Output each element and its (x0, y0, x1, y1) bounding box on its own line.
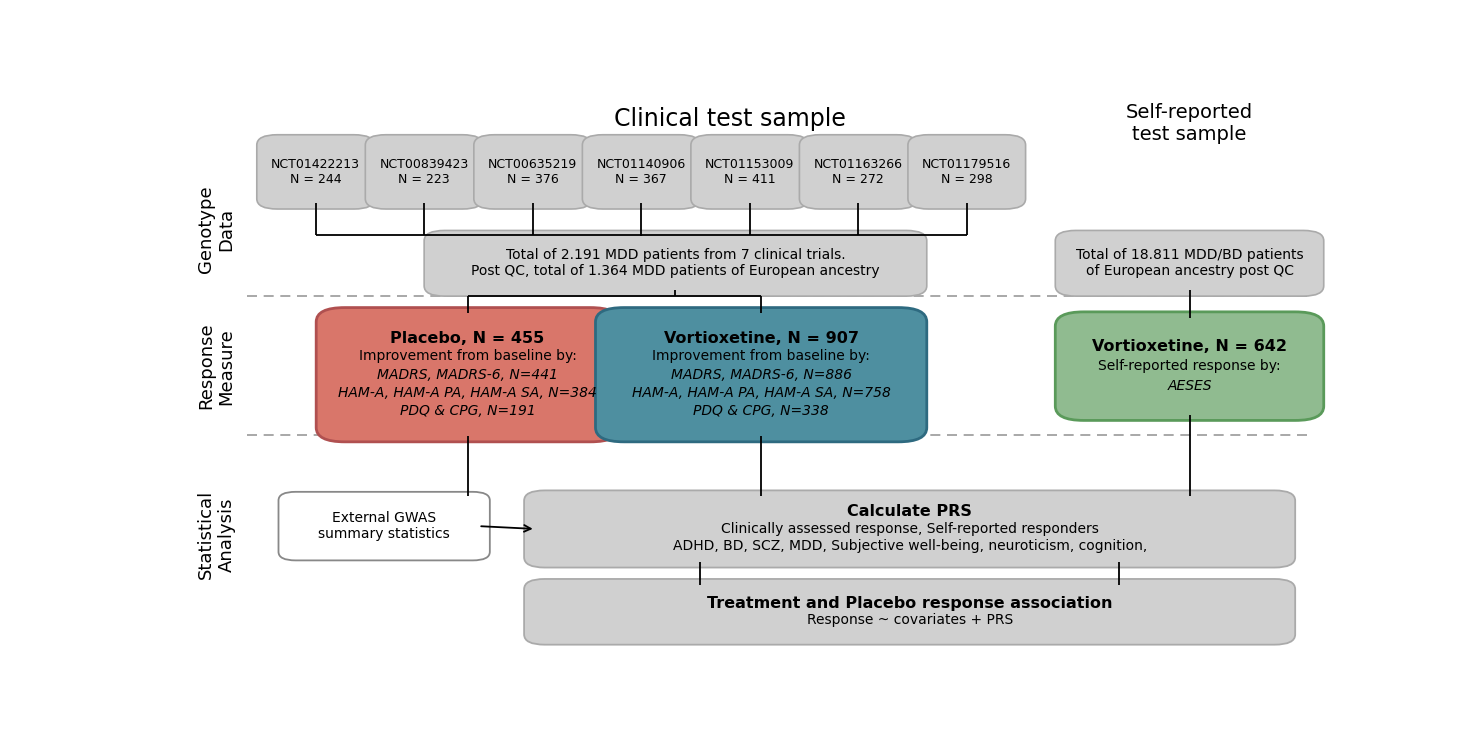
Text: PDQ & CPG, N=191: PDQ & CPG, N=191 (399, 404, 535, 418)
FancyBboxPatch shape (525, 579, 1296, 645)
Text: HAM-A, HAM-A PA, HAM-A SA, N=384: HAM-A, HAM-A PA, HAM-A SA, N=384 (338, 386, 597, 400)
Text: Placebo, N = 455: Placebo, N = 455 (391, 331, 545, 346)
Text: HAM-A, HAM-A PA, HAM-A SA, N=758: HAM-A, HAM-A PA, HAM-A SA, N=758 (632, 386, 890, 400)
FancyBboxPatch shape (1055, 231, 1324, 296)
Text: NCT01422213
N = 244: NCT01422213 N = 244 (271, 158, 360, 186)
Text: Improvement from baseline by:: Improvement from baseline by: (358, 349, 576, 364)
Text: NCT01163266
N = 272: NCT01163266 N = 272 (814, 158, 902, 186)
Text: Clinically assessed response, Self-reported responders: Clinically assessed response, Self-repor… (721, 522, 1098, 536)
Text: AESES: AESES (1167, 378, 1212, 393)
FancyBboxPatch shape (1055, 312, 1324, 421)
Text: Treatment and Placebo response association: Treatment and Placebo response associati… (708, 596, 1113, 611)
Text: Response ~ covariates + PRS: Response ~ covariates + PRS (806, 614, 1013, 628)
Text: Response
Measure: Response Measure (198, 323, 236, 410)
FancyBboxPatch shape (317, 308, 619, 441)
Text: NCT01153009
N = 411: NCT01153009 N = 411 (705, 158, 794, 186)
Text: Clinical test sample: Clinical test sample (615, 108, 846, 131)
Text: External GWAS
summary statistics: External GWAS summary statistics (318, 511, 450, 541)
FancyBboxPatch shape (473, 135, 591, 209)
Text: Self-reported
test sample: Self-reported test sample (1126, 103, 1253, 145)
Text: NCT01179516
N = 298: NCT01179516 N = 298 (923, 158, 1011, 186)
Text: Genotype
Data: Genotype Data (198, 186, 236, 273)
Text: PDQ & CPG, N=338: PDQ & CPG, N=338 (693, 404, 828, 418)
FancyBboxPatch shape (256, 135, 374, 209)
Text: MADRS, MADRS-6, N=441: MADRS, MADRS-6, N=441 (377, 368, 559, 381)
Text: Total of 18.811 MDD/BD patients
of European ancestry post QC: Total of 18.811 MDD/BD patients of Europ… (1076, 248, 1303, 278)
Text: Self-reported response by:: Self-reported response by: (1098, 359, 1281, 373)
Text: NCT00839423
N = 223: NCT00839423 N = 223 (379, 158, 469, 186)
Text: Total of 2.191 MDD patients from 7 clinical trials.
Post QC, total of 1.364 MDD : Total of 2.191 MDD patients from 7 clini… (472, 248, 880, 278)
FancyBboxPatch shape (525, 490, 1296, 568)
FancyBboxPatch shape (691, 135, 809, 209)
FancyBboxPatch shape (425, 231, 927, 296)
Text: Improvement from baseline by:: Improvement from baseline by: (652, 349, 870, 364)
FancyBboxPatch shape (582, 135, 700, 209)
Text: ADHD, BD, SCZ, MDD, Subjective well-being, neuroticism, cognition,: ADHD, BD, SCZ, MDD, Subjective well-bein… (672, 539, 1147, 553)
FancyBboxPatch shape (595, 308, 927, 441)
Text: NCT01140906
N = 367: NCT01140906 N = 367 (597, 158, 685, 186)
Text: MADRS, MADRS-6, N=886: MADRS, MADRS-6, N=886 (671, 368, 852, 381)
Text: Statistical
Analysis: Statistical Analysis (198, 490, 236, 580)
FancyBboxPatch shape (799, 135, 917, 209)
Text: Vortioxetine, N = 907: Vortioxetine, N = 907 (663, 331, 859, 346)
FancyBboxPatch shape (908, 135, 1026, 209)
FancyBboxPatch shape (366, 135, 483, 209)
Text: Vortioxetine, N = 642: Vortioxetine, N = 642 (1092, 339, 1287, 354)
Text: Calculate PRS: Calculate PRS (848, 505, 971, 519)
FancyBboxPatch shape (279, 492, 489, 560)
Text: NCT00635219
N = 376: NCT00635219 N = 376 (488, 158, 578, 186)
